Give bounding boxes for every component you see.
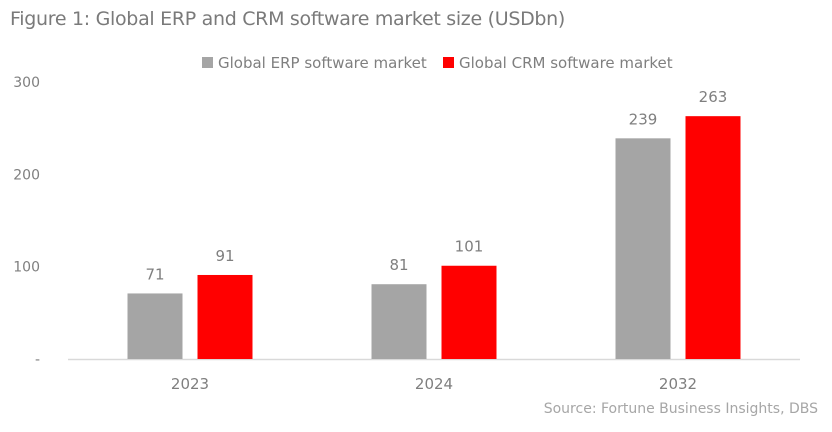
bar-erp-2024 (371, 284, 427, 359)
bar-erp-2023 (127, 293, 183, 359)
legend-erp-label: Global ERP software market (218, 54, 427, 72)
legend-erp-swatch (202, 57, 213, 68)
y-tick-label: 200 (13, 167, 40, 183)
data-label: 239 (629, 110, 658, 128)
x-tick-label: 2023 (171, 375, 209, 393)
bar-crm-2032 (685, 116, 741, 359)
data-label: 263 (699, 88, 728, 106)
data-label: 71 (145, 265, 164, 283)
legend-crm-label: Global CRM software market (459, 54, 673, 72)
legend-crm-swatch (443, 57, 454, 68)
bar-crm-2024 (441, 265, 497, 359)
data-label: 91 (215, 247, 234, 265)
y-tick-label: 300 (13, 75, 40, 91)
source-note: Source: Fortune Business Insights, DBS (543, 401, 818, 417)
bar-crm-2023 (197, 274, 253, 359)
bar-erp-2032 (615, 138, 671, 359)
data-label: 101 (455, 238, 484, 256)
y-tick-label: - (35, 352, 40, 368)
x-tick-label: 2032 (659, 375, 697, 393)
y-tick-label: 100 (13, 260, 40, 276)
chart-title: Figure 1: Global ERP and CRM software ma… (10, 8, 566, 30)
x-tick-label: 2024 (415, 375, 453, 393)
data-label: 81 (389, 256, 408, 274)
